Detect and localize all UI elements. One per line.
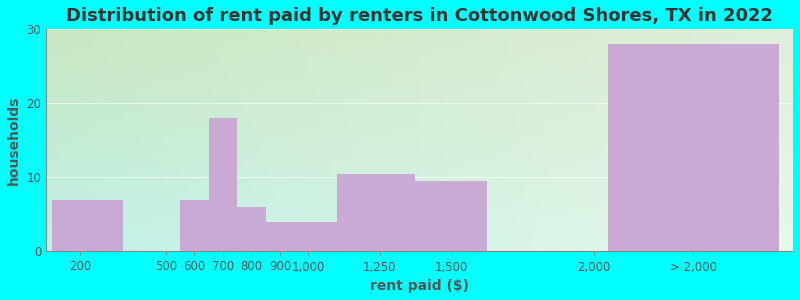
Bar [52, 200, 123, 251]
X-axis label: rent paid ($): rent paid ($) [370, 279, 469, 293]
Bar [415, 181, 486, 251]
Title: Distribution of rent paid by renters in Cottonwood Shores, TX in 2022: Distribution of rent paid by renters in … [66, 7, 773, 25]
Y-axis label: households: households [7, 96, 21, 185]
Bar [209, 118, 238, 251]
Bar [180, 200, 209, 251]
Bar [294, 222, 337, 251]
Bar [337, 174, 415, 251]
Bar [238, 207, 266, 251]
Bar [608, 44, 779, 251]
Bar [266, 222, 294, 251]
